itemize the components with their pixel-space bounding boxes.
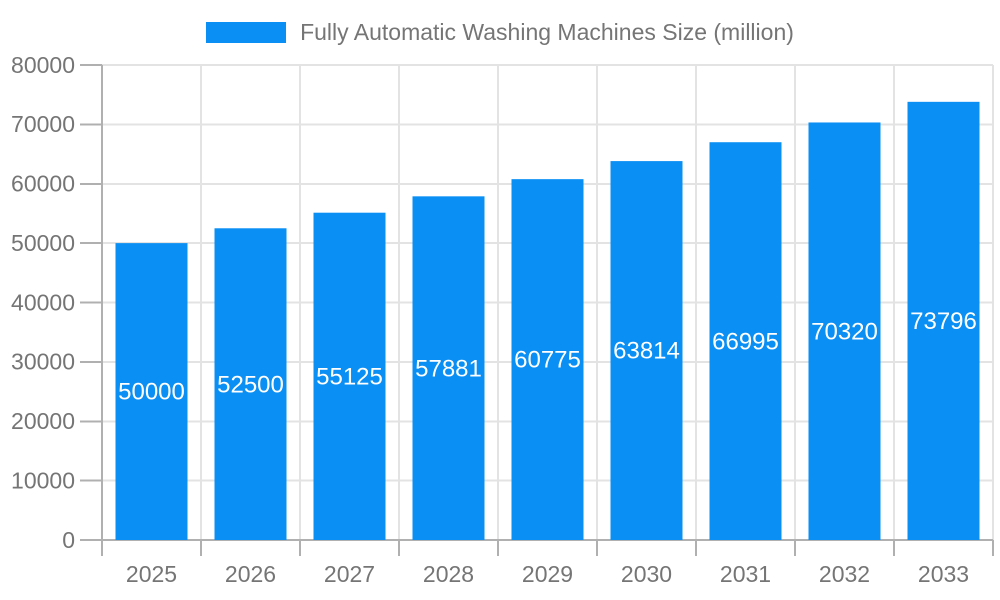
bar-2029[interactable] bbox=[511, 179, 584, 540]
bar-2025[interactable] bbox=[115, 243, 188, 540]
x-axis-tick-label: 2029 bbox=[522, 561, 573, 587]
y-axis-tick-label: 0 bbox=[62, 527, 75, 553]
y-axis-tick-label: 40000 bbox=[11, 289, 75, 315]
bar-value-label: 66995 bbox=[712, 328, 779, 355]
bar-2030[interactable] bbox=[610, 161, 683, 540]
x-axis-tick-label: 2027 bbox=[324, 561, 375, 587]
bar-value-label: 73796 bbox=[910, 308, 977, 335]
bar-2033[interactable] bbox=[907, 101, 980, 541]
x-axis-tick-label: 2033 bbox=[918, 561, 969, 587]
bar-value-label: 60775 bbox=[514, 347, 581, 374]
bar-value-label: 70320 bbox=[811, 318, 878, 345]
legend-swatch bbox=[206, 21, 287, 43]
legend-label: Fully Automatic Washing Machines Size (m… bbox=[300, 19, 794, 45]
x-axis-tick-label: 2026 bbox=[225, 561, 276, 587]
y-axis-tick-label: 30000 bbox=[11, 349, 75, 375]
bar-value-label: 50000 bbox=[118, 379, 185, 406]
y-axis-tick-label: 10000 bbox=[11, 467, 75, 493]
bar-value-label: 55125 bbox=[316, 364, 383, 391]
y-axis-tick-label: 20000 bbox=[11, 408, 75, 434]
bar-2026[interactable] bbox=[214, 228, 287, 540]
bar-2028[interactable] bbox=[412, 196, 485, 541]
x-axis-tick-label: 2032 bbox=[819, 561, 870, 587]
x-axis-tick-label: 2028 bbox=[423, 561, 474, 587]
x-axis-tick-label: 2030 bbox=[621, 561, 672, 587]
bar-value-label: 63814 bbox=[613, 338, 680, 365]
bar-value-label: 52500 bbox=[217, 371, 284, 398]
bar-2032[interactable] bbox=[808, 122, 881, 540]
bar-2031[interactable] bbox=[709, 142, 782, 540]
y-axis-tick-label: 60000 bbox=[11, 171, 75, 197]
y-axis-tick-label: 70000 bbox=[11, 111, 75, 137]
y-axis-tick-label: 80000 bbox=[11, 52, 75, 78]
x-axis-tick-label: 2025 bbox=[126, 561, 177, 587]
x-axis-tick-label: 2031 bbox=[720, 561, 771, 587]
y-axis-tick-label: 50000 bbox=[11, 230, 75, 256]
legend-item[interactable]: Fully Automatic Washing Machines Size (m… bbox=[0, 20, 1000, 44]
bar-2027[interactable] bbox=[313, 212, 386, 540]
bar-value-label: 57881 bbox=[415, 355, 482, 382]
